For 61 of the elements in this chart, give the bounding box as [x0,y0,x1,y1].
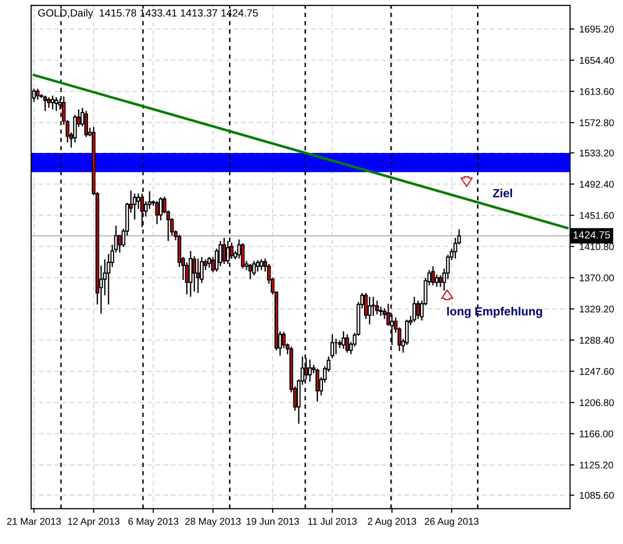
candlestick [342,330,346,350]
y-tick-label: 1288.40 [580,336,614,344]
y-tick-label: 1247.60 [580,368,614,375]
candlestick [43,95,47,112]
candlestick [316,368,320,402]
y-tick-label: 1206.80 [580,399,614,406]
annotation: Ziel [492,188,512,198]
candlestick [434,274,439,288]
candlestick [412,296,416,323]
y-tick-label: 1329.20 [580,306,614,313]
candlestick [438,274,442,288]
candlestick [308,358,312,382]
candlestick [50,95,54,110]
x-tick-label: 6 May 2013 [128,518,178,527]
x-tick-label: 21 Mar 2013 [7,518,61,525]
x-tick-label: 11 Jul 2013 [308,518,357,525]
x-tick-label: 28 May 2013 [185,518,241,527]
chart-title: GOLD,Daily 1415.78 1433.41 1413.37 1424.75 [38,8,258,19]
annotation: long Empfehlung [447,306,542,318]
candlestick [47,96,51,109]
candlestick [196,258,200,294]
candlestick [222,237,226,265]
candlestick [330,334,334,359]
y-tick-label: 1654.40 [580,56,614,64]
candlestick [368,296,372,325]
candlestick [252,260,256,276]
y-tick-label: 1370.00 [580,274,614,282]
candlestick [188,250,192,298]
y-tick-label: 1613.60 [580,88,614,96]
candlestick [36,88,40,100]
y-tick-label: 1410.80 [580,243,614,250]
y-tick-label: 1533.20 [580,150,614,156]
x-tick-label: 2 Aug 2013 [368,518,416,527]
y-tick-label: 1695.20 [580,26,614,33]
candlestick [256,259,260,272]
candlestick [155,200,159,225]
candlestick [240,242,245,270]
candlestick [345,334,350,354]
candlestick [260,258,264,271]
y-tick-label: 1166.00 [580,430,614,438]
y-tick-label: 1572.80 [580,119,614,126]
x-tick-label: 12 Apr 2013 [68,518,120,527]
candlestick [136,192,140,210]
y-tick-label: 1451.60 [580,212,614,219]
x-tick-label: 26 Aug 2013 [424,518,479,527]
candlestick [416,300,420,320]
ref-line-label: 1424.75 [574,231,610,239]
candlestick [54,96,58,112]
candlestick [192,256,196,292]
y-tick-label: 1085.60 [580,492,614,499]
candlestick [431,266,435,286]
candlestick [207,256,212,268]
candlestick [132,192,136,220]
candlestick [84,110,88,138]
y-tick-label: 1125.20 [580,462,614,469]
y-tick-label: 1492.40 [580,180,614,188]
candlestick [158,196,163,221]
candlestick [375,300,379,316]
candlestick [118,234,122,254]
candlestick [248,263,252,280]
x-tick-label: 19 Jun 2013 [246,518,299,525]
